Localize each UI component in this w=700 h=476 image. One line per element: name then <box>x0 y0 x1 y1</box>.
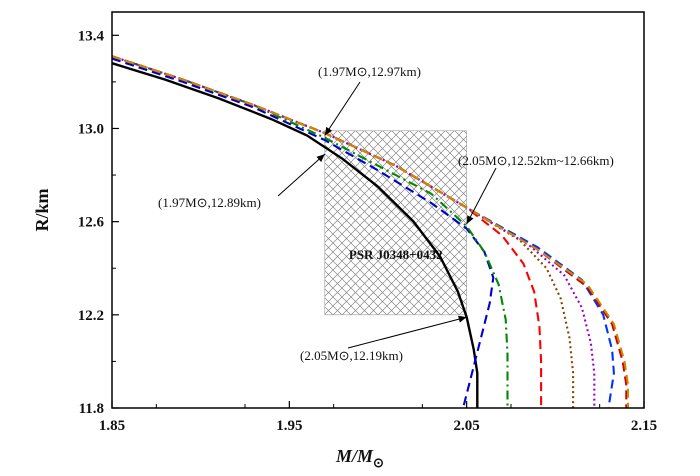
series-line-9 <box>112 55 630 408</box>
annotation-arrowhead-2 <box>316 154 325 163</box>
y-axis-title: R/km <box>32 188 52 231</box>
annotation-arrow-3 <box>466 167 497 225</box>
psr-region-label: PSR J0348+0432 <box>349 247 443 262</box>
annotation-arrows <box>277 81 497 349</box>
annotation-arrowhead-3 <box>466 215 474 224</box>
annotation-arrow-2 <box>277 153 326 197</box>
annotation-arrow-4 <box>347 316 467 349</box>
y-tick-label: 11.8 <box>79 401 104 417</box>
series-line-3 <box>112 55 509 408</box>
y-tick-label: 13.4 <box>78 28 105 44</box>
x-tick-label: 1.85 <box>99 418 125 434</box>
y-tick-label: 12.2 <box>78 308 104 324</box>
annotation-arrow-1 <box>324 81 361 136</box>
series-line-2 <box>112 57 495 408</box>
annotation-2-05-12-52-12-66: (2.05M⊙,12.52km~12.66km) <box>458 153 614 168</box>
annotation-1-97-12-89: (1.97M⊙,12.89km) <box>158 195 261 210</box>
annotation-arrowhead-1 <box>324 126 333 136</box>
annotation-2-05-12-19: (2.05M⊙,12.19km) <box>300 348 403 363</box>
y-tick-label: 12.6 <box>78 215 105 231</box>
series-line-4 <box>112 55 543 408</box>
tick-layer: 1.85 1.95 2.05 2.15 11.8 12.2 12.6 13.0 13.4 <box>78 28 657 434</box>
y-tick-label: 13.0 <box>78 121 104 137</box>
x-axis-title: M/M⊙ <box>335 446 384 470</box>
annotation-1-97-12-97: (1.97M⊙,12.97km) <box>318 64 421 79</box>
x-tick-label: 2.15 <box>631 418 657 434</box>
series-layer <box>112 55 630 408</box>
x-tick-label: 2.05 <box>454 418 480 434</box>
plot-frame <box>111 11 645 409</box>
psr-constraint-region <box>324 130 467 316</box>
series-line-1 <box>112 62 479 408</box>
annotation-arrowhead-4 <box>458 315 467 323</box>
x-tick-label: 1.95 <box>276 418 302 434</box>
